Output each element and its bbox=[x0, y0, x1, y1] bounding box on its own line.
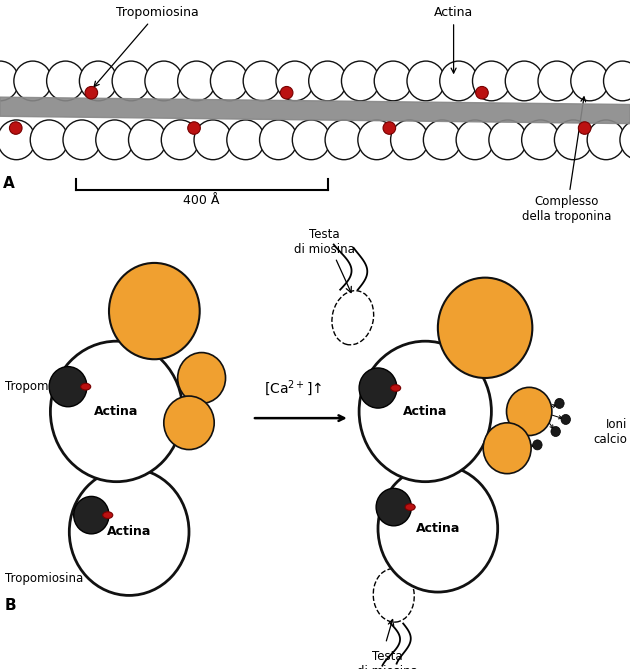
Circle shape bbox=[507, 387, 552, 436]
Ellipse shape bbox=[309, 61, 346, 101]
Ellipse shape bbox=[578, 122, 591, 134]
Text: B: B bbox=[5, 598, 16, 613]
Ellipse shape bbox=[85, 86, 98, 99]
Ellipse shape bbox=[440, 61, 478, 101]
Circle shape bbox=[69, 468, 189, 595]
Circle shape bbox=[378, 465, 498, 592]
Text: A: A bbox=[3, 177, 15, 191]
Circle shape bbox=[164, 396, 214, 450]
Ellipse shape bbox=[341, 61, 379, 101]
Text: Actina: Actina bbox=[403, 405, 447, 418]
Ellipse shape bbox=[407, 61, 445, 101]
Text: Tropomiosina: Tropomiosina bbox=[5, 380, 83, 393]
Text: Testa
di miosina: Testa di miosina bbox=[294, 227, 355, 256]
Ellipse shape bbox=[554, 120, 592, 160]
Ellipse shape bbox=[161, 120, 199, 160]
Text: Actina: Actina bbox=[416, 522, 460, 535]
Ellipse shape bbox=[374, 61, 412, 101]
Circle shape bbox=[555, 398, 564, 408]
Text: 400 Å: 400 Å bbox=[183, 193, 220, 207]
Ellipse shape bbox=[63, 120, 101, 160]
Text: Complesso
della troponina: Complesso della troponina bbox=[522, 97, 612, 223]
Ellipse shape bbox=[587, 120, 625, 160]
Circle shape bbox=[50, 341, 183, 482]
Text: Actina: Actina bbox=[94, 405, 139, 418]
Ellipse shape bbox=[538, 61, 576, 101]
Ellipse shape bbox=[522, 120, 559, 160]
Ellipse shape bbox=[194, 120, 232, 160]
Ellipse shape bbox=[391, 385, 401, 391]
Ellipse shape bbox=[14, 61, 52, 101]
Ellipse shape bbox=[405, 504, 415, 510]
Ellipse shape bbox=[604, 61, 630, 101]
Ellipse shape bbox=[489, 120, 527, 160]
Circle shape bbox=[359, 341, 491, 482]
Ellipse shape bbox=[620, 120, 630, 160]
Text: Tropomiosina: Tropomiosina bbox=[5, 572, 83, 585]
Ellipse shape bbox=[325, 120, 363, 160]
Circle shape bbox=[376, 488, 411, 526]
Text: TnT: TnT bbox=[472, 321, 498, 334]
Ellipse shape bbox=[79, 61, 117, 101]
Circle shape bbox=[178, 353, 226, 403]
Ellipse shape bbox=[456, 120, 494, 160]
Ellipse shape bbox=[47, 61, 84, 101]
Ellipse shape bbox=[423, 120, 461, 160]
Circle shape bbox=[49, 367, 87, 407]
Ellipse shape bbox=[81, 383, 91, 390]
Text: TnC: TnC bbox=[520, 407, 539, 416]
Ellipse shape bbox=[129, 120, 166, 160]
Text: TnI: TnI bbox=[180, 418, 198, 427]
Ellipse shape bbox=[276, 61, 314, 101]
Ellipse shape bbox=[472, 61, 510, 101]
Ellipse shape bbox=[188, 122, 200, 134]
Circle shape bbox=[74, 496, 109, 534]
Ellipse shape bbox=[260, 120, 297, 160]
Ellipse shape bbox=[112, 61, 150, 101]
Circle shape bbox=[561, 414, 571, 425]
Ellipse shape bbox=[0, 61, 19, 101]
Text: Actina: Actina bbox=[107, 525, 151, 539]
Ellipse shape bbox=[96, 120, 134, 160]
Text: TnC: TnC bbox=[191, 373, 212, 383]
Circle shape bbox=[483, 423, 531, 474]
Text: TnT: TnT bbox=[141, 304, 168, 318]
Ellipse shape bbox=[145, 61, 183, 101]
Text: TnI: TnI bbox=[499, 444, 515, 453]
Ellipse shape bbox=[292, 120, 330, 160]
Text: Testa
di miosina: Testa di miosina bbox=[357, 650, 418, 669]
Ellipse shape bbox=[243, 61, 281, 101]
Text: Ioni
calcio: Ioni calcio bbox=[593, 417, 627, 446]
Ellipse shape bbox=[383, 122, 396, 134]
Ellipse shape bbox=[227, 120, 265, 160]
Ellipse shape bbox=[391, 120, 428, 160]
Circle shape bbox=[551, 427, 561, 436]
Ellipse shape bbox=[103, 512, 113, 518]
Ellipse shape bbox=[9, 122, 22, 134]
Circle shape bbox=[109, 263, 200, 359]
Text: Tropomiosina: Tropomiosina bbox=[94, 6, 199, 86]
Text: $[\mathrm{Ca}^{2+}]$↑: $[\mathrm{Ca}^{2+}]$↑ bbox=[264, 378, 322, 398]
Ellipse shape bbox=[0, 120, 35, 160]
Ellipse shape bbox=[505, 61, 543, 101]
Ellipse shape bbox=[358, 120, 396, 160]
Ellipse shape bbox=[30, 120, 68, 160]
Circle shape bbox=[533, 440, 542, 450]
Ellipse shape bbox=[476, 86, 488, 99]
Text: Actina: Actina bbox=[434, 6, 473, 73]
Circle shape bbox=[438, 278, 532, 378]
Polygon shape bbox=[0, 97, 630, 124]
Ellipse shape bbox=[280, 86, 293, 99]
Ellipse shape bbox=[178, 61, 215, 101]
Circle shape bbox=[359, 368, 397, 408]
Ellipse shape bbox=[571, 61, 609, 101]
Ellipse shape bbox=[210, 61, 248, 101]
